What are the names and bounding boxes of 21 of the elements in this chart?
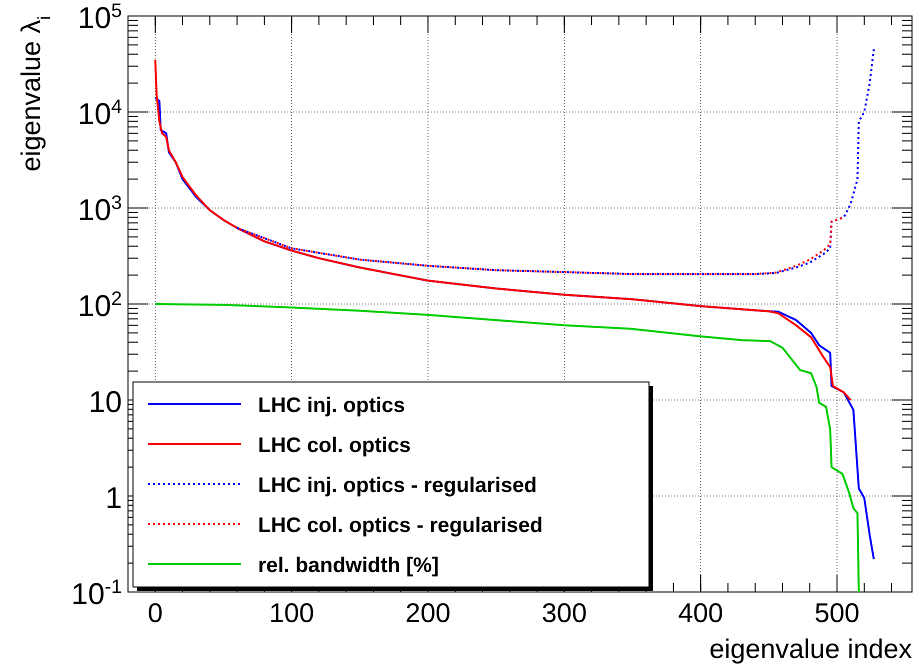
y-tick-label: 10$^{5}$ <box>78 0 122 35</box>
legend-label: LHC inj. optics <box>258 394 405 417</box>
x-tick-label: 300 <box>542 598 587 628</box>
x-tick-label: 0 <box>148 598 163 628</box>
y-tick-label: 1 <box>105 482 122 515</box>
line-series <box>154 303 860 593</box>
legend-label: rel. bandwidth [%] <box>258 554 439 577</box>
legend-label: LHC col. optics - regularised <box>258 514 543 537</box>
y-tick-label: 10$^{3}$ <box>78 192 122 227</box>
y-tick-label: 10$^{2}$ <box>78 288 122 323</box>
legend-label: LHC col. optics <box>258 434 411 457</box>
y-tick-label: 10$^{4}$ <box>78 96 122 131</box>
x-tick-label: 200 <box>405 598 450 628</box>
legend-label: LHC inj. optics - regularised <box>258 474 537 497</box>
line-series <box>236 48 875 276</box>
x-axis-title: eigenvalue index <box>709 634 912 664</box>
y-tick-label: 10 <box>88 386 122 419</box>
x-tick-label: 500 <box>814 598 860 628</box>
y-tick-label: 10$^{-1}$ <box>71 576 122 611</box>
x-tick-label: 400 <box>678 598 724 628</box>
x-tick-label: 100 <box>269 598 314 628</box>
